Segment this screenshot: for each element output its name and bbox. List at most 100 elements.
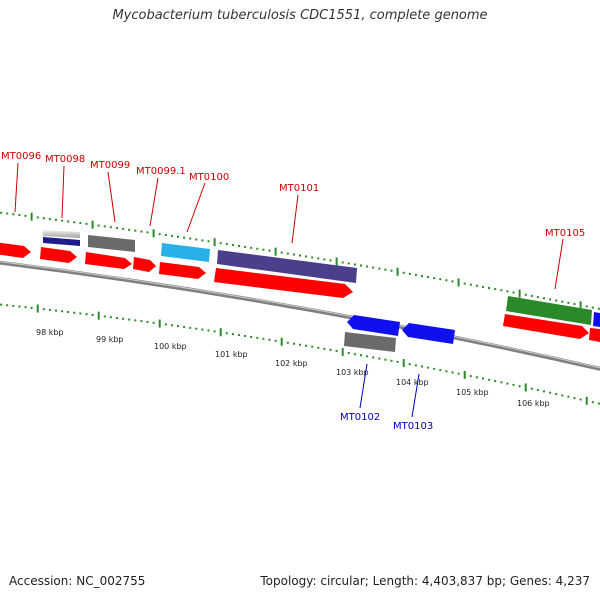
minor-tick	[91, 313, 94, 316]
minor-tick	[36, 216, 39, 219]
minor-tick	[488, 378, 491, 381]
minor-tick	[421, 274, 423, 277]
minor-tick	[421, 365, 423, 368]
minor-tick	[317, 346, 320, 349]
gene-feature-green[interactable]	[506, 296, 592, 325]
major-tick	[213, 238, 216, 247]
minor-tick	[170, 234, 173, 237]
forward-gene-track	[0, 230, 600, 342]
gene-label[interactable]: MT0102	[340, 412, 380, 423]
scale-label: 106 kbp	[517, 399, 550, 408]
minor-tick	[140, 320, 143, 323]
minor-tick	[6, 304, 9, 307]
minor-tick	[372, 266, 375, 269]
minor-tick	[262, 337, 265, 340]
minor-tick	[207, 329, 210, 332]
gene-label[interactable]: MT0098	[45, 154, 85, 165]
minor-tick	[439, 278, 442, 281]
gene-feature-grey[interactable]	[43, 230, 80, 238]
minor-tick	[561, 300, 564, 303]
reverse-gene-arrow[interactable]	[402, 323, 455, 344]
cds-arrow[interactable]	[214, 268, 353, 298]
cds-arrow[interactable]	[589, 328, 600, 342]
gene-feature-gene[interactable]	[161, 243, 210, 262]
minor-tick	[378, 357, 381, 360]
cds-arrow[interactable]	[159, 262, 206, 279]
cds-arrow[interactable]	[40, 247, 77, 263]
gene-feature-blue-edge[interactable]	[593, 312, 600, 327]
major-tick	[579, 301, 582, 310]
minor-tick	[122, 227, 125, 230]
gene-label[interactable]: MT0105	[545, 228, 585, 239]
minor-tick	[177, 325, 179, 328]
reverse-gene-pseudo[interactable]	[344, 332, 396, 352]
genome-stats-text: Topology: circular; Length: 4,403,837 bp…	[260, 574, 590, 588]
minor-tick	[463, 282, 466, 285]
major-tick	[91, 220, 94, 229]
minor-tick	[140, 230, 143, 233]
scale-label: 98 kbp	[36, 328, 64, 337]
minor-tick	[384, 358, 387, 361]
minor-tick	[61, 310, 64, 313]
minor-tick	[524, 293, 527, 296]
minor-tick	[48, 308, 51, 311]
major-tick	[341, 348, 344, 357]
minor-tick	[530, 387, 533, 390]
minor-tick	[366, 265, 369, 268]
minor-tick	[152, 321, 155, 324]
cds-arrow[interactable]	[133, 257, 156, 272]
minor-tick	[244, 334, 247, 337]
gene-feature-rna[interactable]	[43, 237, 80, 246]
minor-tick	[597, 402, 600, 405]
gene-label[interactable]: MT0101	[279, 183, 319, 194]
minor-tick	[445, 370, 448, 373]
minor-tick	[311, 256, 314, 259]
major-tick	[219, 328, 222, 337]
gene-label[interactable]: MT0099.1	[136, 166, 186, 177]
minor-tick	[457, 372, 460, 375]
gene-label[interactable]: MT0096	[1, 151, 41, 162]
scale-label: 104 kbp	[396, 378, 429, 387]
minor-tick	[244, 245, 247, 248]
label-leaders	[14, 162, 564, 418]
minor-tick	[24, 214, 27, 217]
minor-tick	[268, 249, 271, 252]
scale-label: 101 kbp	[215, 350, 248, 359]
minor-tick	[262, 248, 265, 251]
minor-tick	[158, 233, 161, 236]
major-tick	[335, 257, 338, 266]
minor-tick	[311, 345, 314, 348]
minor-tick	[512, 383, 515, 386]
gene-label[interactable]: MT0103	[393, 421, 433, 432]
minor-tick	[24, 306, 27, 309]
minor-tick	[372, 356, 375, 359]
minor-tick	[323, 347, 326, 350]
scale-label: 102 kbp	[275, 359, 308, 368]
cds-arrow[interactable]	[503, 314, 589, 339]
minor-tick	[189, 237, 192, 240]
minor-tick	[109, 316, 112, 319]
minor-tick	[238, 334, 240, 337]
minor-tick	[341, 261, 344, 264]
minor-tick	[170, 324, 173, 327]
gene-label[interactable]: MT0099	[90, 160, 130, 171]
minor-tick	[482, 285, 484, 288]
minor-tick	[268, 338, 271, 341]
major-tick	[36, 304, 39, 313]
major-tick	[463, 370, 466, 379]
gene-feature-misc[interactable]	[217, 250, 357, 283]
minor-tick	[402, 271, 405, 274]
minor-tick	[591, 306, 594, 309]
minor-tick	[201, 239, 204, 242]
minor-tick	[103, 225, 106, 228]
inner-tick-track	[0, 303, 600, 405]
gene-label[interactable]: MT0100	[189, 172, 229, 183]
gene-feature-pseudo[interactable]	[88, 235, 135, 252]
reverse-gene-arrow[interactable]	[347, 315, 400, 336]
minor-tick	[347, 262, 350, 265]
cds-arrow[interactable]	[85, 252, 132, 269]
cds-arrow[interactable]	[0, 242, 31, 258]
minor-tick	[183, 236, 186, 239]
minor-tick	[329, 259, 332, 262]
minor-tick	[195, 327, 198, 330]
